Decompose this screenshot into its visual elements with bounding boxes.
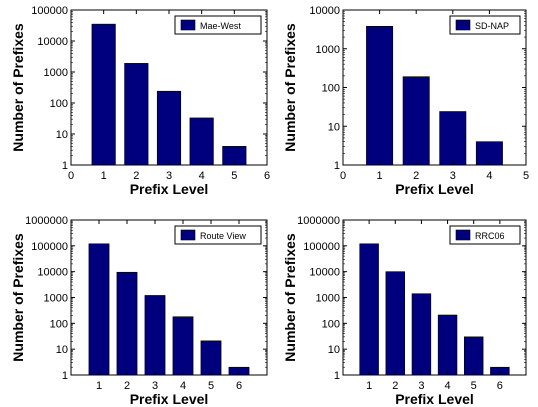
x-tick-label: 2 (133, 170, 139, 182)
y-tick-label: 10 (328, 121, 340, 133)
bar-level-4 (189, 117, 214, 166)
y-tick-label: 100000 (303, 241, 340, 253)
bar-level-5 (463, 336, 484, 376)
y-tick-label: 1000 (44, 67, 68, 79)
x-axis-label: Prefix Level (130, 391, 209, 407)
x-tick-label: 4 (445, 380, 451, 392)
y-axis-label: Number of Prefixes (282, 233, 298, 362)
y-axis-label: Number of Prefixes (10, 23, 26, 152)
legend-box (174, 15, 262, 35)
x-axis-label: Prefix Level (130, 181, 209, 197)
x-tick-label: 1 (101, 170, 107, 182)
legend-label: Route View (200, 231, 246, 241)
chart-panel-4: 1 10 100 1000 10000 100000 1000000 1 2 3 4 5 6 Prefix… (282, 215, 527, 407)
bar-level-2 (116, 271, 138, 376)
y-tick-label: 1000000 (25, 215, 68, 227)
legend-box (174, 225, 262, 245)
x-tick-label: 2 (392, 380, 398, 392)
x-tick-label: 0 (340, 170, 346, 182)
legend-label: Mae-West (200, 21, 241, 31)
bar-level-2 (402, 76, 430, 166)
legend: SD-NAP (449, 15, 521, 35)
y-tick-label: 10000 (309, 267, 340, 279)
y-tick-label: 1000000 (297, 215, 340, 227)
x-tick-label: 6 (497, 380, 503, 392)
y-tick-label: 1000 (44, 293, 68, 305)
x-tick-label: 3 (166, 170, 172, 182)
legend-swatch (180, 229, 196, 241)
x-tick-label: 2 (124, 380, 130, 392)
y-tick-label: 1 (334, 160, 340, 172)
y-tick-label: 100 (50, 318, 68, 330)
x-tick-label: 1 (96, 380, 102, 392)
y-tick-label: 100 (50, 98, 68, 110)
y-axis-label: Number of Prefixes (10, 233, 26, 362)
bar-level-3 (439, 111, 467, 166)
x-tick-label: 1 (377, 170, 383, 182)
x-tick-label: 5 (523, 170, 529, 182)
y-tick-label: 1 (62, 370, 68, 382)
legend: Route View (174, 225, 262, 245)
chart-panel-3: 1 10 100 1000 10000 100000 1000000 1 2 3 4 5 6 Prefix… (10, 215, 268, 407)
x-tick-label: 3 (418, 380, 424, 392)
bar-level-4 (437, 314, 458, 376)
y-tick-label: 100 (322, 83, 340, 95)
y-tick-label: 10000 (309, 5, 340, 17)
x-tick-label: 5 (231, 170, 237, 182)
y-tick-label: 1 (334, 370, 340, 382)
legend-swatch (180, 19, 196, 31)
x-axis-label: Prefix Level (395, 391, 474, 407)
bar-level-1 (91, 23, 116, 166)
y-tick-label: 100 (322, 318, 340, 330)
bar-level-4 (172, 316, 194, 376)
legend-swatch (455, 229, 471, 241)
legend-swatch (455, 19, 471, 31)
x-tick-label: 4 (199, 170, 205, 182)
x-tick-label: 4 (486, 170, 492, 182)
y-tick-label: 10000 (37, 267, 68, 279)
y-tick-label: 10 (56, 344, 68, 356)
bar-level-2 (124, 63, 149, 166)
bar-level-3 (144, 295, 166, 376)
bar-level-1 (366, 25, 394, 166)
bar-level-1 (88, 243, 110, 376)
x-tick-label: 5 (471, 380, 477, 392)
x-tick-label: 2 (413, 170, 419, 182)
y-tick-label: 1 (62, 160, 68, 172)
bar-level-3 (411, 293, 432, 376)
x-tick-label: 3 (152, 380, 158, 392)
y-tick-label: 100000 (31, 5, 68, 17)
bar-level-3 (156, 90, 182, 166)
x-tick-label: 4 (180, 380, 186, 392)
x-tick-label: 1 (366, 380, 372, 392)
x-axis-label: Prefix Level (395, 181, 474, 197)
x-tick-label: 3 (450, 170, 456, 182)
bar-level-2 (385, 271, 405, 376)
legend-label: SD-NAP (475, 21, 509, 31)
legend: Mae-West (174, 15, 262, 35)
x-tick-label: 0 (68, 170, 74, 182)
bar-level-5 (200, 340, 222, 376)
legend-label: RRC06 (475, 231, 505, 241)
y-tick-label: 10000 (37, 36, 68, 48)
bar-level-1 (359, 243, 379, 376)
y-tick-label: 100000 (31, 241, 68, 253)
y-axis-label: Number of Prefixes (282, 23, 298, 152)
x-tick-label: 5 (208, 380, 214, 392)
y-tick-label: 1000 (316, 44, 340, 56)
x-tick-label: 6 (236, 380, 242, 392)
legend: RRC06 (449, 225, 521, 245)
y-tick-label: 1000 (316, 293, 340, 305)
x-tick-label: 6 (264, 170, 270, 182)
y-tick-label: 10 (328, 344, 340, 356)
y-tick-label: 10 (56, 129, 68, 141)
